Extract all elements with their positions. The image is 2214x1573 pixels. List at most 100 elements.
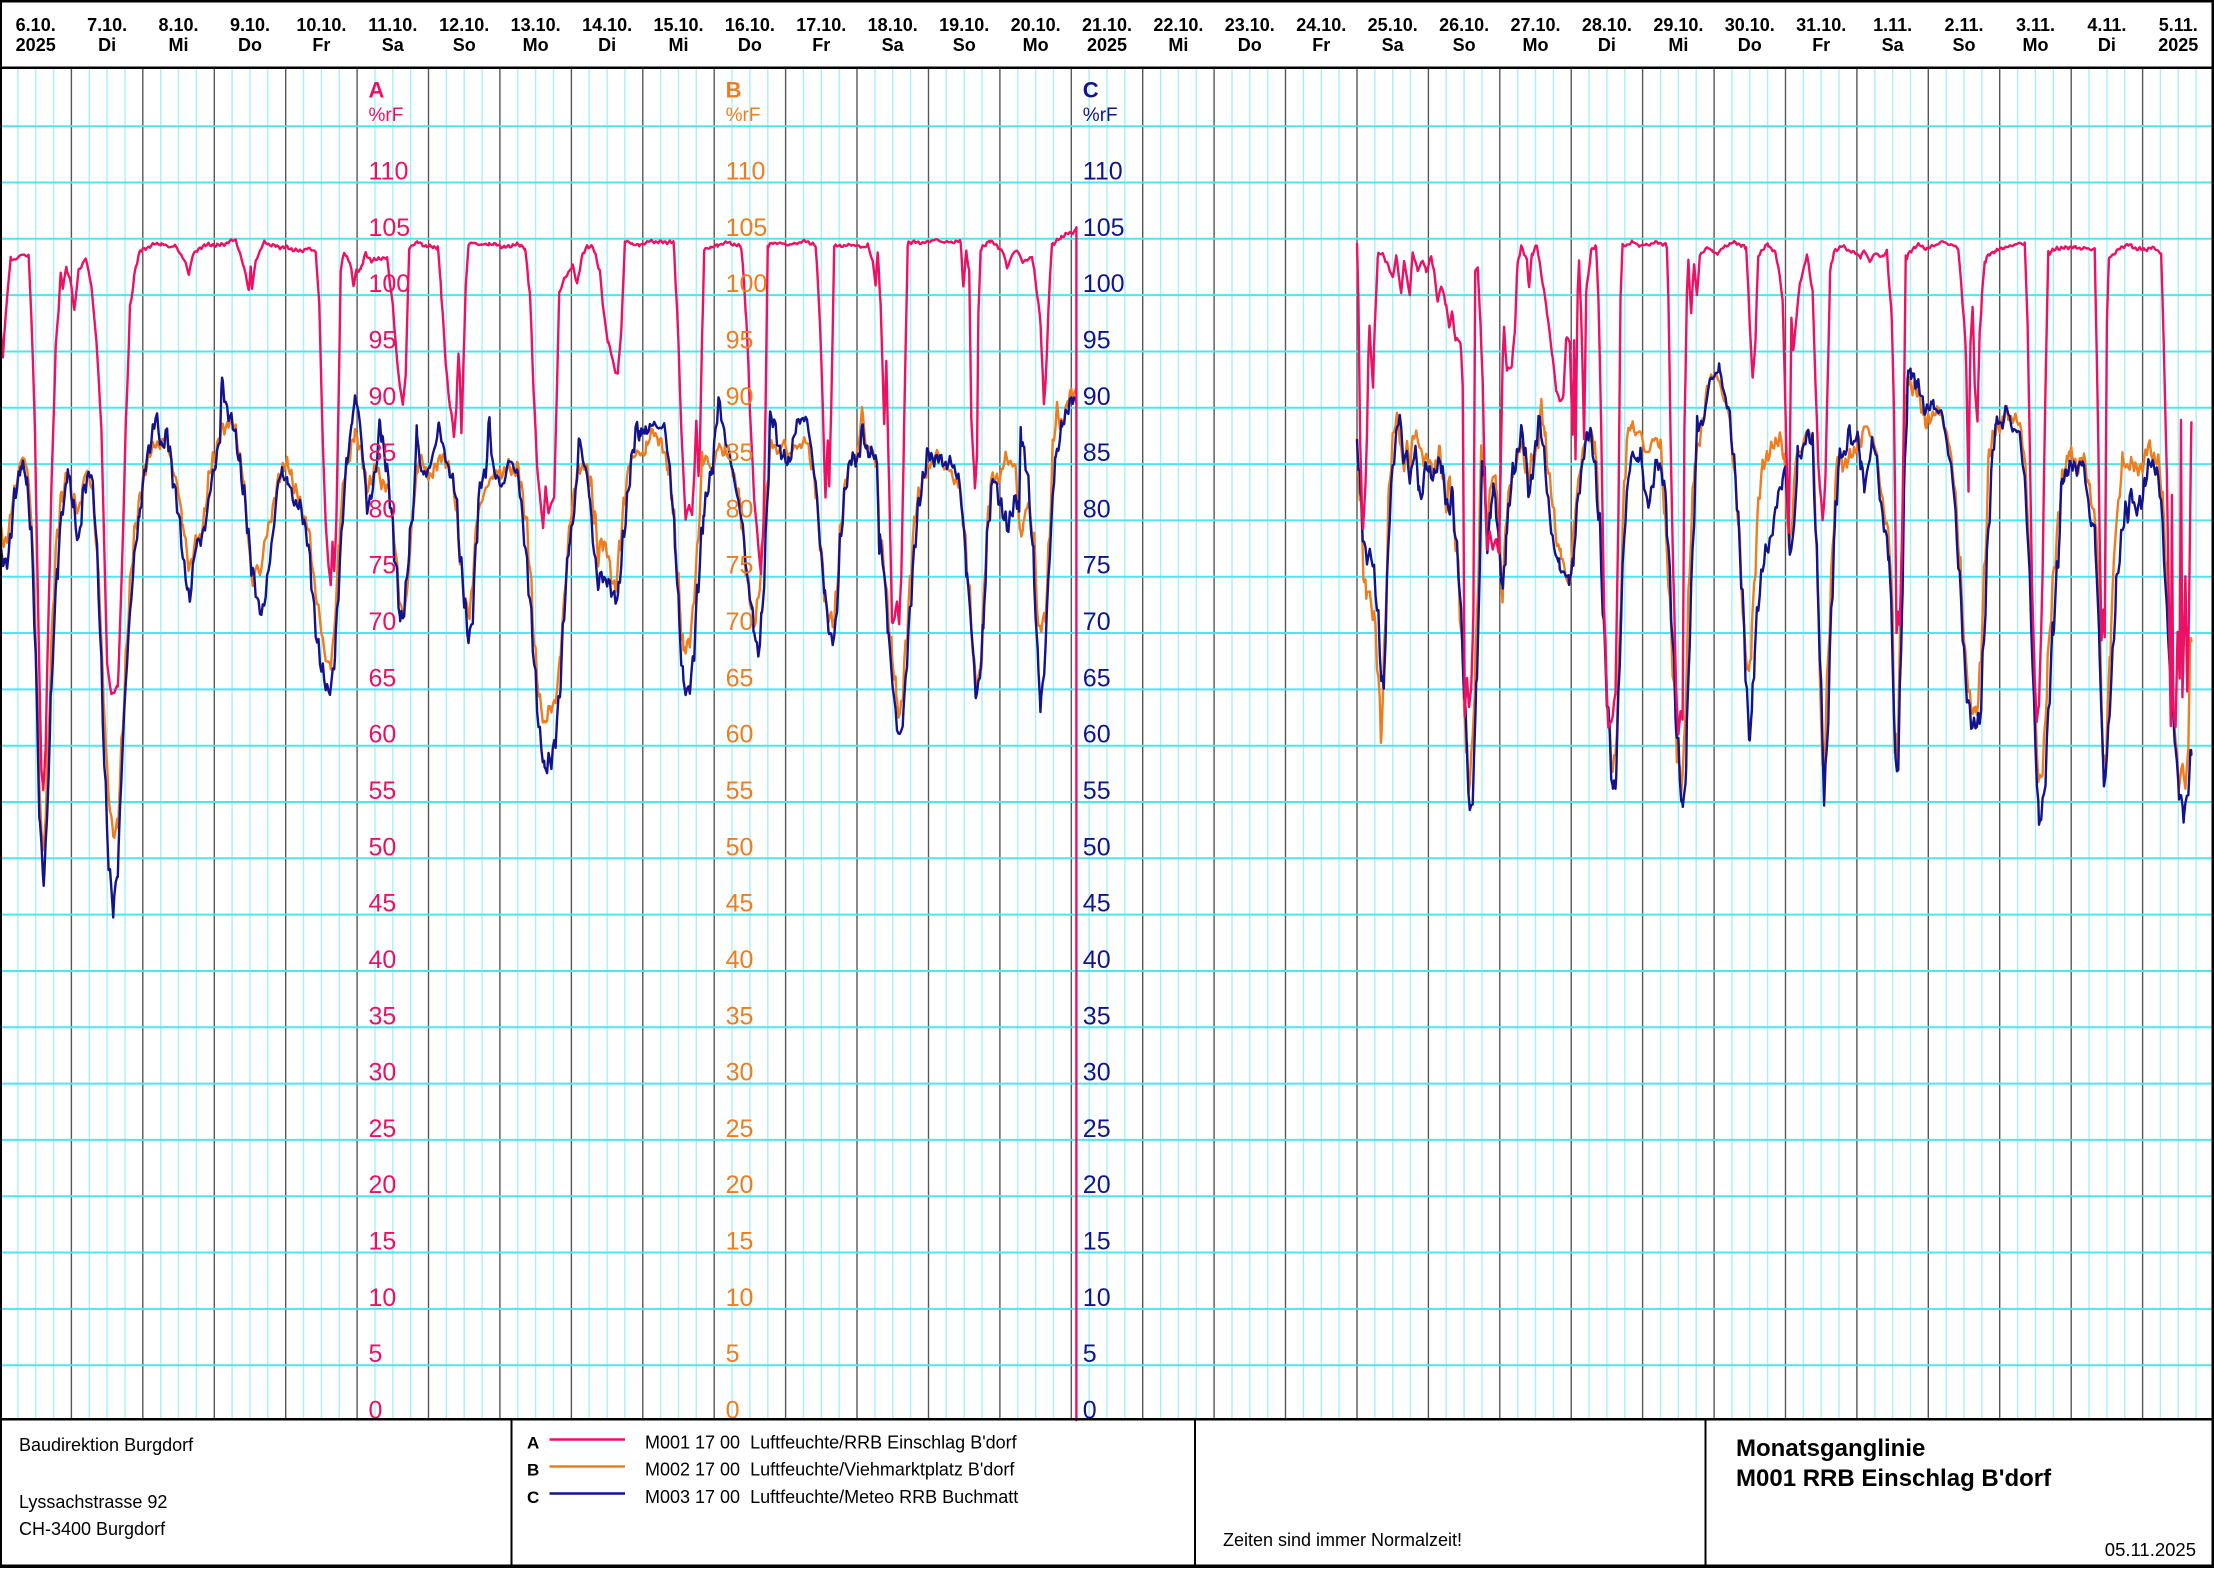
svg-text:31.10.: 31.10. <box>1796 15 1846 35</box>
svg-text:65: 65 <box>726 664 754 692</box>
svg-text:40: 40 <box>369 946 397 974</box>
svg-text:Zeiten sind immer Normalzeit!: Zeiten sind immer Normalzeit! <box>1223 1530 1462 1550</box>
svg-text:11.10.: 11.10. <box>368 15 417 35</box>
svg-text:2025: 2025 <box>2158 35 2198 55</box>
svg-text:29.10.: 29.10. <box>1653 15 1703 35</box>
svg-text:105: 105 <box>726 214 768 242</box>
svg-text:4.11.: 4.11. <box>2087 15 2126 35</box>
svg-text:Baudirektion Burgdorf: Baudirektion Burgdorf <box>19 1435 194 1455</box>
svg-text:Sa: Sa <box>882 35 905 55</box>
svg-text:Fr: Fr <box>812 35 830 55</box>
svg-text:40: 40 <box>1083 946 1111 974</box>
svg-text:2025: 2025 <box>16 35 56 55</box>
svg-text:85: 85 <box>1083 439 1111 467</box>
svg-text:10.10.: 10.10. <box>296 15 346 35</box>
svg-text:Do: Do <box>238 35 262 55</box>
svg-text:Do: Do <box>1238 35 1262 55</box>
svg-text:7.10.: 7.10. <box>87 15 127 35</box>
svg-text:45: 45 <box>369 890 397 918</box>
svg-text:Di: Di <box>2098 35 2116 55</box>
svg-text:90: 90 <box>369 383 397 411</box>
svg-text:Do: Do <box>738 35 762 55</box>
svg-text:95: 95 <box>1083 327 1111 355</box>
svg-text:50: 50 <box>369 833 397 861</box>
svg-text:A: A <box>527 1433 539 1452</box>
svg-text:85: 85 <box>726 439 754 467</box>
svg-text:95: 95 <box>726 327 754 355</box>
svg-text:20: 20 <box>726 1171 754 1199</box>
svg-text:60: 60 <box>1083 721 1111 749</box>
svg-text:16.10.: 16.10. <box>725 15 775 35</box>
svg-text:75: 75 <box>369 552 397 580</box>
svg-text:30: 30 <box>1083 1059 1111 1087</box>
svg-text:%rF: %rF <box>369 105 404 126</box>
svg-text:30.10.: 30.10. <box>1725 15 1775 35</box>
svg-text:Do: Do <box>1738 35 1762 55</box>
svg-text:5: 5 <box>1083 1340 1097 1368</box>
svg-text:Di: Di <box>1598 35 1616 55</box>
svg-text:75: 75 <box>1083 552 1111 580</box>
svg-text:Sa: Sa <box>382 35 405 55</box>
svg-text:30: 30 <box>369 1059 397 1087</box>
svg-text:M003 17 00 Luftfeuchte/Meteo: M003 17 00 Luftfeuchte/Meteo RRB Buchmat… <box>645 1487 1018 1507</box>
svg-text:27.10.: 27.10. <box>1510 15 1560 35</box>
svg-text:5: 5 <box>369 1340 383 1368</box>
svg-text:80: 80 <box>1083 495 1111 523</box>
svg-text:Di: Di <box>598 35 616 55</box>
svg-text:Mi: Mi <box>1168 35 1188 55</box>
svg-text:90: 90 <box>1083 383 1111 411</box>
svg-text:60: 60 <box>726 721 754 749</box>
svg-text:20: 20 <box>1083 1171 1111 1199</box>
svg-text:Lyssachstrasse 92: Lyssachstrasse 92 <box>19 1492 167 1512</box>
svg-text:Fr: Fr <box>312 35 330 55</box>
svg-text:8.10.: 8.10. <box>158 15 198 35</box>
svg-text:Mo: Mo <box>1023 35 1049 55</box>
svg-text:25: 25 <box>369 1115 397 1143</box>
svg-text:25: 25 <box>726 1115 754 1143</box>
svg-text:Mi: Mi <box>169 35 189 55</box>
svg-text:26.10.: 26.10. <box>1439 15 1489 35</box>
svg-text:75: 75 <box>726 552 754 580</box>
svg-text:5.11.: 5.11. <box>2159 15 2198 35</box>
svg-text:50: 50 <box>726 833 754 861</box>
svg-text:105: 105 <box>369 214 411 242</box>
svg-text:Mi: Mi <box>669 35 689 55</box>
svg-text:Fr: Fr <box>1812 35 1830 55</box>
svg-text:10: 10 <box>369 1284 397 1312</box>
svg-text:15: 15 <box>369 1228 397 1256</box>
svg-text:18.10.: 18.10. <box>868 15 918 35</box>
svg-text:Mo: Mo <box>523 35 549 55</box>
svg-text:M001 RRB Einschlag B'dorf: M001 RRB Einschlag B'dorf <box>1736 1465 2052 1492</box>
svg-text:So: So <box>953 35 976 55</box>
svg-text:Fr: Fr <box>1312 35 1330 55</box>
svg-text:Di: Di <box>98 35 116 55</box>
svg-text:22.10.: 22.10. <box>1153 15 1203 35</box>
svg-text:So: So <box>1453 35 1476 55</box>
svg-text:70: 70 <box>1083 608 1111 636</box>
svg-text:45: 45 <box>726 890 754 918</box>
svg-text:13.10.: 13.10. <box>511 15 561 35</box>
svg-text:Sa: Sa <box>1382 35 1405 55</box>
svg-text:So: So <box>453 35 476 55</box>
svg-text:20: 20 <box>369 1171 397 1199</box>
svg-text:90: 90 <box>726 383 754 411</box>
svg-text:%rF: %rF <box>726 105 761 126</box>
svg-text:Monatsganglinie: Monatsganglinie <box>1736 1435 1925 1462</box>
svg-text:60: 60 <box>369 721 397 749</box>
svg-text:80: 80 <box>369 495 397 523</box>
svg-text:12.10.: 12.10. <box>439 15 489 35</box>
svg-text:Mi: Mi <box>1668 35 1688 55</box>
svg-text:2.11.: 2.11. <box>1944 15 1983 35</box>
svg-text:M002 17 00 Luftfeuchte/Viehma: M002 17 00 Luftfeuchte/Viehmarktplatz B'… <box>645 1460 1015 1480</box>
svg-text:20.10.: 20.10. <box>1011 15 1061 35</box>
svg-text:A: A <box>369 78 385 103</box>
svg-text:110: 110 <box>1083 158 1123 186</box>
svg-text:Sa: Sa <box>1882 35 1905 55</box>
svg-text:19.10.: 19.10. <box>939 15 989 35</box>
svg-text:100: 100 <box>369 270 411 298</box>
svg-text:35: 35 <box>726 1002 754 1030</box>
svg-text:28.10.: 28.10. <box>1582 15 1632 35</box>
svg-text:17.10.: 17.10. <box>796 15 846 35</box>
svg-text:B: B <box>527 1461 539 1480</box>
svg-text:10: 10 <box>726 1284 754 1312</box>
